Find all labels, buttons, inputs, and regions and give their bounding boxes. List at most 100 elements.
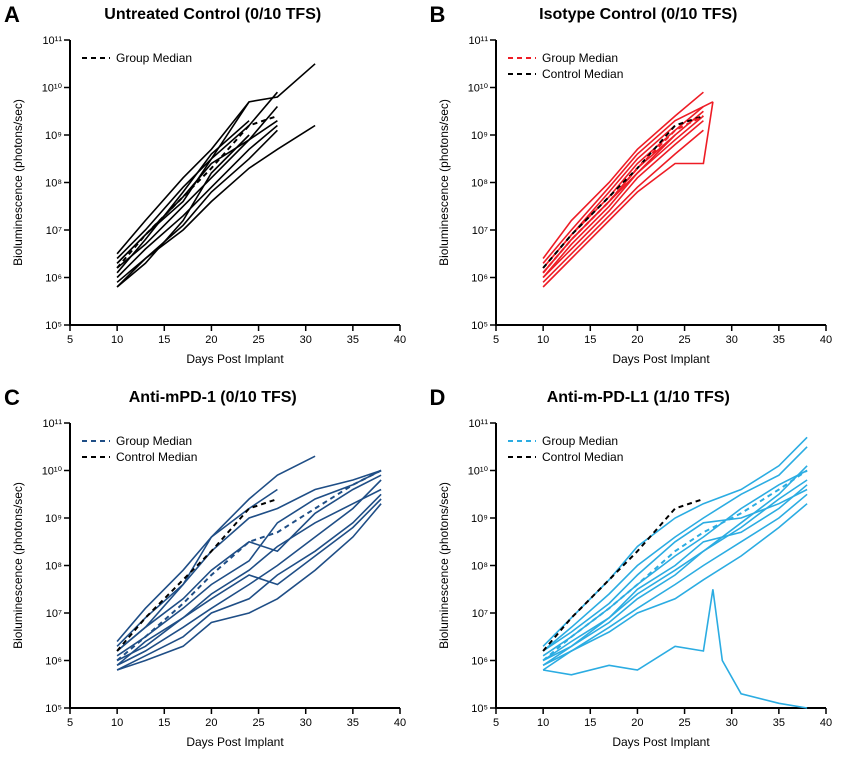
y-tick-label: 10¹⁰ (467, 83, 488, 95)
series-line (543, 121, 703, 278)
y-tick-label: 10⁹ (471, 513, 488, 525)
series-line (117, 130, 277, 287)
x-tick-label: 25 (252, 717, 264, 729)
legend-label: Control Median (116, 450, 197, 464)
x-tick-label: 5 (492, 717, 498, 729)
axes (496, 40, 826, 325)
y-tick-label: 10⁵ (45, 703, 62, 715)
y-tick-label: 10⁸ (471, 178, 488, 190)
y-tick-label: 10¹¹ (468, 35, 488, 47)
y-tick-label: 10⁷ (471, 608, 487, 620)
y-axis-label: Bioluminescence (photons/sec) (11, 482, 25, 649)
x-tick-label: 20 (205, 717, 217, 729)
y-tick-label: 10⁶ (45, 273, 62, 285)
series-line (117, 456, 315, 641)
legend-label: Control Median (542, 450, 623, 464)
y-tick-label: 10¹⁰ (42, 83, 63, 95)
x-tick-label: 20 (631, 334, 643, 346)
y-tick-label: 10¹¹ (42, 418, 62, 430)
x-tick-label: 40 (819, 334, 831, 346)
y-tick-label: 10¹⁰ (467, 465, 488, 477)
y-tick-label: 10⁷ (471, 225, 487, 237)
series-line (117, 64, 315, 254)
y-tick-label: 10⁵ (471, 320, 488, 332)
chart: 51015202530354010⁵10⁶10⁷10⁸10⁹10¹⁰10¹¹Da… (426, 383, 851, 765)
x-axis-label: Days Post Implant (612, 735, 710, 749)
y-tick-label: 10⁸ (471, 560, 488, 572)
control-median-line (117, 499, 277, 651)
x-tick-label: 40 (819, 717, 831, 729)
x-tick-label: 30 (300, 334, 312, 346)
axes (70, 40, 400, 325)
y-tick-label: 10⁷ (46, 608, 62, 620)
y-tick-label: 10⁶ (45, 655, 62, 667)
x-tick-label: 30 (725, 334, 737, 346)
x-tick-label: 25 (678, 334, 690, 346)
y-tick-label: 10⁸ (45, 560, 62, 572)
series-line (117, 92, 277, 258)
panel-c: CAnti-mPD-1 (0/10 TFS)51015202530354010⁵… (0, 383, 426, 765)
series-line (543, 470, 807, 655)
axes (496, 423, 826, 708)
x-tick-label: 20 (205, 334, 217, 346)
legend-label: Group Median (116, 51, 192, 65)
panel-b: BIsotype Control (0/10 TFS)5101520253035… (426, 0, 851, 383)
panel-a: AUntreated Control (0/10 TFS)51015202530… (0, 0, 426, 383)
x-tick-label: 15 (584, 334, 596, 346)
chart: 5 10 15 20 25 30 35 40 10⁵ 10⁶ 10⁷ 10⁸ 10⁹ 10¹⁰ 10¹¹ Da… (426, 0, 851, 383)
series-line (117, 126, 277, 278)
x-tick-label: 10 (111, 334, 123, 346)
y-tick-label: 10⁵ (471, 703, 488, 715)
x-tick-label: 30 (300, 717, 312, 729)
legend-label: Group Median (542, 51, 618, 65)
series-line (543, 465, 807, 660)
x-tick-label: 35 (772, 334, 784, 346)
y-tick-label: 10⁵ (45, 320, 62, 332)
series-line (117, 475, 381, 651)
x-tick-label: 25 (252, 334, 264, 346)
series-line (543, 503, 807, 669)
chart: 51015202530354010⁵10⁶10⁷10⁸10⁹10¹⁰10¹¹Da… (0, 0, 426, 383)
y-tick-label: 10⁷ (46, 225, 62, 237)
series-line (117, 135, 249, 287)
series-line (117, 489, 277, 651)
y-tick-label: 10⁹ (471, 130, 488, 142)
x-tick-label: 5 (492, 334, 498, 346)
x-tick-label: 10 (111, 717, 123, 729)
x-tick-label: 35 (347, 717, 359, 729)
x-tick-label: 35 (772, 717, 784, 729)
x-tick-label: 30 (725, 717, 737, 729)
panel-d: DAnti-m-PD-L1 (1/10 TFS)5101520253035401… (426, 383, 851, 765)
x-tick-label: 35 (347, 334, 359, 346)
y-tick-label: 10¹¹ (468, 418, 488, 430)
x-tick-label: 5 (67, 717, 73, 729)
x-tick-label: 40 (394, 334, 406, 346)
y-tick-label: 10¹⁰ (42, 465, 63, 477)
series-line (117, 499, 381, 665)
series-line (543, 446, 807, 650)
y-tick-label: 10⁶ (471, 273, 488, 285)
y-tick-label: 10⁶ (471, 655, 488, 667)
y-tick-label: 10⁹ (45, 513, 62, 525)
x-tick-label: 15 (158, 334, 170, 346)
control-median-line (543, 499, 703, 651)
axes (70, 423, 400, 708)
x-axis-label: Days Post Implant (612, 352, 710, 366)
legend-label: Group Median (542, 434, 618, 448)
x-tick-label: 20 (631, 717, 643, 729)
legend-label: Control Median (542, 67, 623, 81)
series-line (117, 503, 381, 669)
series-line (543, 480, 807, 661)
x-axis-label: Days Post Implant (186, 735, 284, 749)
x-tick-label: 5 (67, 334, 73, 346)
x-tick-label: 15 (158, 717, 170, 729)
x-tick-label: 40 (394, 717, 406, 729)
y-tick-label: 10⁹ (45, 130, 62, 142)
y-axis-label: Bioluminescence (photons/sec) (11, 99, 25, 266)
x-tick-label: 25 (678, 717, 690, 729)
y-tick-label: 10¹¹ (42, 35, 62, 47)
chart: 5 10 15 20 25 30 35 40 10⁵ 10⁶ 10⁷ 10⁸ 10⁹ 10¹⁰ 10¹¹ Da… (0, 383, 426, 765)
x-tick-label: 15 (584, 717, 596, 729)
x-tick-label: 10 (537, 334, 549, 346)
x-axis-label: Days Post Implant (186, 352, 284, 366)
